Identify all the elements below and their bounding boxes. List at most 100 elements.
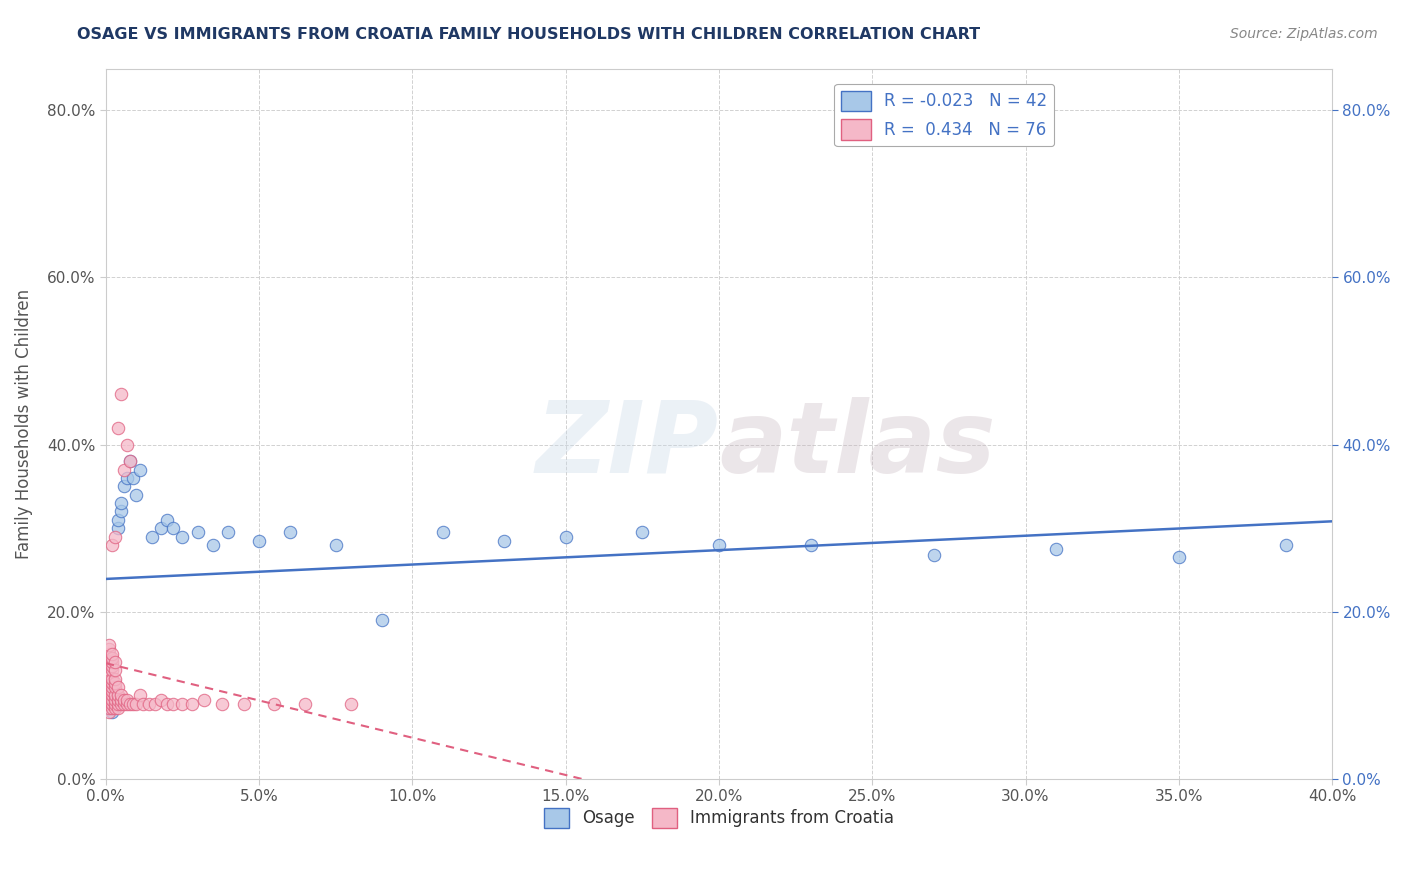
Point <box>117 692 139 706</box>
Point <box>128 463 150 477</box>
Point <box>107 697 129 711</box>
Point <box>110 496 132 510</box>
Point <box>217 525 239 540</box>
Point <box>128 689 150 703</box>
Point <box>104 695 127 709</box>
Point <box>101 697 124 711</box>
Point <box>117 697 139 711</box>
Point <box>97 689 120 703</box>
Point <box>156 697 179 711</box>
Point <box>122 697 145 711</box>
Point <box>97 680 120 694</box>
Text: Source: ZipAtlas.com: Source: ZipAtlas.com <box>1230 27 1378 41</box>
Point <box>97 655 120 669</box>
Point <box>125 488 148 502</box>
Point <box>104 680 127 694</box>
Point <box>101 538 124 552</box>
Point <box>1275 538 1298 552</box>
Point <box>101 684 124 698</box>
Point <box>156 513 179 527</box>
Point <box>232 697 254 711</box>
Point <box>138 697 160 711</box>
Text: OSAGE VS IMMIGRANTS FROM CROATIA FAMILY HOUSEHOLDS WITH CHILDREN CORRELATION CHA: OSAGE VS IMMIGRANTS FROM CROATIA FAMILY … <box>77 27 980 42</box>
Point <box>97 697 120 711</box>
Point <box>211 697 233 711</box>
Point <box>202 538 225 552</box>
Point <box>101 689 124 703</box>
Point <box>110 504 132 518</box>
Point <box>432 525 454 540</box>
Point <box>263 697 285 711</box>
Point <box>104 701 127 715</box>
Point <box>97 701 120 715</box>
Point <box>110 387 132 401</box>
Point <box>122 471 145 485</box>
Point <box>117 437 139 451</box>
Point <box>110 697 132 711</box>
Point <box>107 701 129 715</box>
Point <box>97 647 120 661</box>
Point <box>101 663 124 677</box>
Point <box>120 454 142 468</box>
Point <box>162 521 184 535</box>
Point <box>104 530 127 544</box>
Point <box>1045 542 1067 557</box>
Point <box>104 689 127 703</box>
Point <box>104 690 127 704</box>
Point <box>97 642 120 657</box>
Point <box>112 697 135 711</box>
Point <box>112 463 135 477</box>
Point <box>107 513 129 527</box>
Point <box>97 659 120 673</box>
Point <box>97 701 120 715</box>
Point <box>370 613 392 627</box>
Point <box>110 692 132 706</box>
Point <box>107 521 129 535</box>
Point <box>101 689 124 703</box>
Point <box>150 521 173 535</box>
Point <box>125 697 148 711</box>
Point <box>800 538 823 552</box>
Point <box>340 697 363 711</box>
Point <box>494 533 516 548</box>
Point <box>97 663 120 677</box>
Point <box>112 692 135 706</box>
Point <box>104 697 127 711</box>
Point <box>97 692 120 706</box>
Point <box>101 692 124 706</box>
Point <box>107 689 129 703</box>
Point <box>104 663 127 677</box>
Point <box>97 675 120 690</box>
Point <box>107 680 129 694</box>
Point <box>101 701 124 715</box>
Point <box>180 697 202 711</box>
Point <box>97 705 120 719</box>
Point <box>104 692 127 706</box>
Point <box>97 650 120 665</box>
Point <box>97 667 120 681</box>
Point <box>172 697 194 711</box>
Point <box>131 697 153 711</box>
Point <box>193 692 215 706</box>
Point <box>101 647 124 661</box>
Point <box>104 698 127 713</box>
Point <box>143 697 166 711</box>
Text: ZIP: ZIP <box>536 397 718 493</box>
Point <box>247 533 270 548</box>
Point <box>101 697 124 711</box>
Point <box>141 530 163 544</box>
Point <box>101 701 124 715</box>
Point <box>101 659 124 673</box>
Point <box>97 692 120 706</box>
Point <box>554 530 576 544</box>
Point <box>101 650 124 665</box>
Point <box>922 548 945 562</box>
Point <box>107 692 129 706</box>
Point <box>97 684 120 698</box>
Point <box>107 421 129 435</box>
Point <box>325 538 347 552</box>
Point <box>97 697 120 711</box>
Point <box>187 525 209 540</box>
Point <box>101 672 124 686</box>
Point <box>294 697 316 711</box>
